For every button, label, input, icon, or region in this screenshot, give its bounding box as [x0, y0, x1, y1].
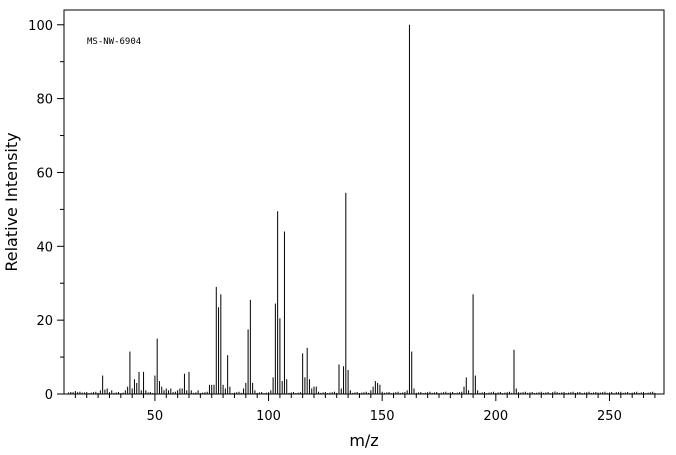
y-tick-label: 0: [45, 388, 53, 403]
x-tick-label: 200: [483, 409, 508, 424]
peaks-layer: [72, 24, 617, 394]
x-axis-title: m/z: [349, 431, 378, 450]
y-tick-label: 40: [36, 240, 53, 255]
spectrum-annotation: MS-NW-6904: [87, 37, 141, 47]
y-axis: 0 20 40 60 80 100: [28, 19, 64, 403]
baseline-noise-peaks: [68, 391, 656, 394]
x-tick-label: 250: [597, 409, 622, 424]
y-tick-label: 20: [36, 314, 53, 329]
y-tick-label: 60: [36, 166, 53, 181]
x-axis: 50 100 150 200 250: [74, 394, 656, 424]
y-tick-label: 100: [28, 19, 53, 34]
x-tick-label: 100: [256, 409, 281, 424]
y-tick-label: 80: [36, 93, 53, 108]
plot-frame: [63, 9, 665, 395]
y-axis-title: Relative Intensity: [2, 132, 21, 271]
x-tick-label: 150: [370, 409, 395, 424]
x-tick-label: 50: [147, 409, 164, 424]
